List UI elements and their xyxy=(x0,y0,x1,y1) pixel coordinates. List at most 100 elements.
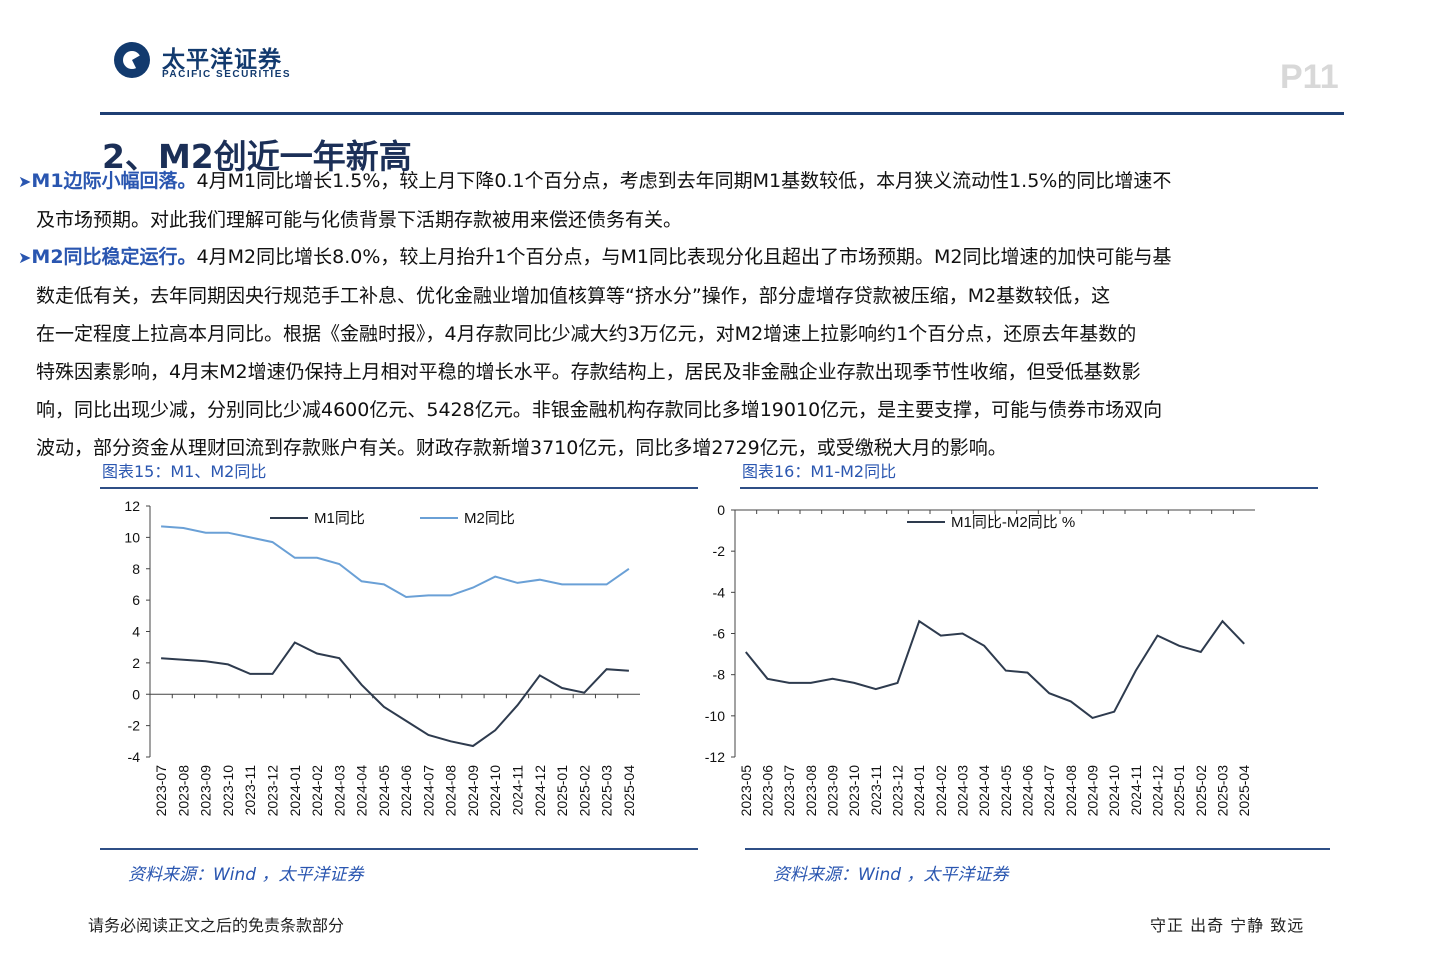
series-line xyxy=(745,619,1245,719)
chart-right-bottom-rule xyxy=(745,848,1330,850)
x-tick-label: 2024-09 xyxy=(1085,765,1101,817)
y-tick-label: -8 xyxy=(713,667,726,683)
chart-m1-m2: 12 10 8 6 4 2 0 -2 -4 2023-07 2023-08 2023-09 2023-1… xyxy=(124,498,640,817)
x-tick-label: 2025-03 xyxy=(1215,765,1231,817)
x-tick-label: 2024-05 xyxy=(376,765,392,817)
x-tick-label: 2024-04 xyxy=(976,765,992,817)
y-tick-label: -2 xyxy=(713,543,726,559)
x-tick-label: 2024-06 xyxy=(1020,765,1036,817)
x-tick-label: 2025-02 xyxy=(1193,765,1209,817)
y-tick-label: 8 xyxy=(132,561,140,577)
y-tick-label: -2 xyxy=(128,718,141,734)
x-tick-label: 2024-02 xyxy=(309,765,325,817)
paragraph-line: 及市场预期。对此我们理解可能与化债背景下活期存款被用来偿还债务有关。 xyxy=(36,209,683,231)
x-tick-label: 2024-08 xyxy=(443,765,459,817)
x-tick-label: 2023-05 xyxy=(738,765,754,817)
source-left: 资料来源：Wind ，太平洋证券 xyxy=(128,865,364,885)
chart-m1-minus-m2: 0 -2 -4 -6 -8 -10 -12 2023-05 2023-06 2023-07 2023… xyxy=(705,502,1255,817)
company-logo xyxy=(88,18,150,98)
footer-motto: 守正 出奇 宁静 致远 xyxy=(1150,916,1305,935)
x-tick-label: 2024-11 xyxy=(1128,765,1144,816)
y-tick-label: 6 xyxy=(132,592,140,608)
x-tick-label: 2024-04 xyxy=(354,765,370,817)
y-tick-label: 4 xyxy=(132,624,140,640)
footer-disclaimer: 请务必阅读正文之后的免责条款部分 xyxy=(88,916,345,935)
section-title: 2、M2创近一年新高 xyxy=(102,137,412,176)
page-number: P11 xyxy=(1280,58,1339,96)
paragraph-m1: ➤M1边际小幅回落。4月M1同比增长1.5%，较上月下降0.1个百分点，考虑到去… xyxy=(18,162,1418,239)
x-tick-label: 2024-12 xyxy=(532,765,548,817)
x-tick-label: 2023-11 xyxy=(242,765,258,816)
bullet-arrow-icon: ➤ xyxy=(18,172,32,191)
source-right: 资料来源：Wind ，太平洋证券 xyxy=(773,865,1009,885)
paragraph-m2: ➤M2同比稳定运行。4月M2同比增长8.0%，较上月抬升1个百分点，与M1同比表… xyxy=(18,238,1418,467)
paragraph-line: ➤M2同比稳定运行。4月M2同比增长8.0%，较上月抬升1个百分点，与M1同比表… xyxy=(18,238,1418,277)
paragraph-line: ➤M1边际小幅回落。4月M1同比增长1.5%，较上月下降0.1个百分点，考虑到去… xyxy=(18,162,1418,201)
x-tick-label: 2023-06 xyxy=(760,765,776,817)
x-tick-label: 2025-03 xyxy=(599,765,615,817)
x-tick-label: 2023-11 xyxy=(868,765,884,816)
x-tick-label: 2024-09 xyxy=(465,765,481,817)
x-tick-label: 2024-07 xyxy=(1041,765,1057,817)
x-tick-label: 2023-10 xyxy=(220,765,236,817)
x-tick-label: 2025-04 xyxy=(621,765,637,817)
x-tick-label: 2024-10 xyxy=(1106,765,1122,817)
x-tick-label: 2023-08 xyxy=(803,765,819,817)
x-tick-label: 2024-06 xyxy=(398,765,414,817)
paragraph-line: 特殊因素影响，4月末M2增速仍保持上月相对平稳的增长水平。存款结构上，居民及非金… xyxy=(36,361,1141,383)
x-tick-label: 2023-12 xyxy=(265,765,281,817)
chart-caption-left: 图表15：M1、M2同比 xyxy=(102,462,267,481)
paragraph-line: 在一定程度上拉高本月同比。根据《金融时报》，4月存款同比少减大约3万亿元，对M2… xyxy=(36,323,1137,345)
chart-left-bottom-rule xyxy=(100,848,698,850)
legend-label: M1同比 xyxy=(314,510,365,527)
chart-right-top-rule xyxy=(740,487,1318,489)
y-tick-label: 0 xyxy=(717,502,725,518)
x-tick-label: 2025-01 xyxy=(554,765,570,817)
y-tick-label: -4 xyxy=(128,749,141,765)
x-tick-label: 2024-12 xyxy=(1150,765,1166,817)
y-tick-label: -6 xyxy=(713,626,726,642)
x-tick-label: 2023-08 xyxy=(175,765,191,817)
x-tick-label: 2024-11 xyxy=(510,765,526,816)
paragraph-lead: M1边际小幅回落。 xyxy=(31,170,197,192)
x-tick-label: 2024-01 xyxy=(911,765,927,817)
legend-label: M1同比-M2同比 % xyxy=(951,514,1075,531)
series-line xyxy=(161,525,630,599)
logo-name-en: PACIFIC SECURITIES xyxy=(162,69,292,80)
y-tick-label: 12 xyxy=(124,498,140,514)
x-tick-label: 2023-09 xyxy=(825,765,841,817)
x-tick-label: 2025-02 xyxy=(576,765,592,817)
x-tick-label: 2025-04 xyxy=(1236,765,1252,817)
x-tick-label: 2023-12 xyxy=(890,765,906,817)
paragraph-line: 响，同比出现少减，分别同比少减4600亿元、5428亿元。非银金融机构存款同比多… xyxy=(36,399,1163,421)
x-tick-label: 2024-03 xyxy=(331,765,347,817)
y-tick-label: -10 xyxy=(705,708,725,724)
paragraph-text: 4月M2同比增长8.0%，较上月抬升1个百分点，与M1同比表现分化且超出了市场预… xyxy=(196,246,1172,268)
series-line xyxy=(161,641,629,748)
x-tick-label: 2024-05 xyxy=(998,765,1014,817)
x-tick-label: 2023-09 xyxy=(198,765,214,817)
x-tick-label: 2024-03 xyxy=(955,765,971,817)
paragraph-text: 4月M1同比增长1.5%，较上月下降0.1个百分点，考虑到去年同期M1基数较低，… xyxy=(196,170,1172,192)
x-tick-label: 2023-10 xyxy=(846,765,862,817)
y-tick-label: 0 xyxy=(132,686,140,702)
paragraph-line: 数走低有关，去年同期因央行规范手工补息、优化金融业增加值核算等“挤水分”操作，部… xyxy=(36,285,1111,307)
x-tick-label: 2024-07 xyxy=(420,765,436,817)
x-tick-label: 2023-07 xyxy=(153,765,169,817)
bullet-arrow-icon: ➤ xyxy=(18,248,32,267)
y-tick-label: -12 xyxy=(705,749,725,765)
legend-label: M2同比 xyxy=(464,510,515,527)
header-divider xyxy=(100,112,1344,115)
x-tick-label: 2024-10 xyxy=(487,765,503,817)
chart-left-top-rule xyxy=(100,487,698,489)
x-tick-label: 2024-02 xyxy=(933,765,949,817)
chart-caption-right: 图表16：M1-M2同比 xyxy=(742,462,897,481)
x-tick-label: 2025-01 xyxy=(1171,765,1187,817)
logo-name-cn: 太平洋证券 xyxy=(162,47,282,73)
x-tick-label: 2024-08 xyxy=(1063,765,1079,817)
y-tick-label: 2 xyxy=(132,655,140,671)
y-tick-label: -4 xyxy=(713,584,726,600)
x-tick-label: 2023-07 xyxy=(781,765,797,817)
x-tick-label: 2024-01 xyxy=(287,765,303,817)
paragraph-line: 波动，部分资金从理财回流到存款账户有关。财政存款新增3710亿元，同比多增272… xyxy=(36,437,1007,459)
